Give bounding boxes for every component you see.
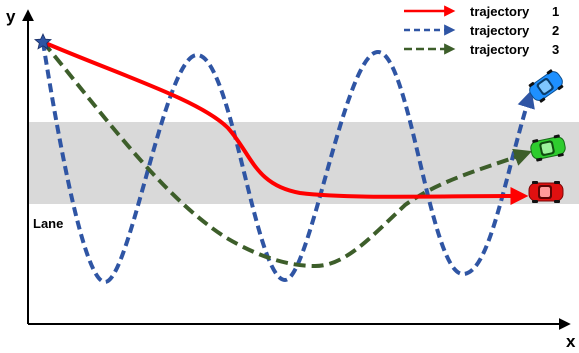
trajectory-2-path	[41, 41, 535, 285]
lane-label: Lane	[33, 216, 63, 231]
trajectory-1-path	[42, 40, 529, 206]
legend-item-trajectory-3: trajectory 3	[404, 42, 559, 57]
lane-band	[28, 122, 579, 204]
legend-number: 1	[552, 4, 559, 19]
legend-label: trajectory	[470, 42, 530, 57]
legend-item-trajectory-2: trajectory 2	[404, 23, 559, 38]
blue-car-icon	[528, 69, 564, 103]
legend: trajectory 1 trajectory 2 trajectory 3	[404, 4, 559, 57]
green-car-icon	[530, 134, 566, 162]
x-axis-label: x	[566, 332, 576, 351]
y-axis-label: y	[6, 7, 16, 26]
legend-label: trajectory	[470, 4, 530, 19]
red-car-icon	[528, 181, 564, 203]
legend-number: 2	[552, 23, 559, 38]
legend-item-trajectory-1: trajectory 1	[404, 4, 559, 19]
legend-number: 3	[552, 42, 559, 57]
star-icon	[33, 33, 53, 50]
trajectory-3-path	[41, 40, 533, 269]
legend-label: trajectory	[470, 23, 530, 38]
